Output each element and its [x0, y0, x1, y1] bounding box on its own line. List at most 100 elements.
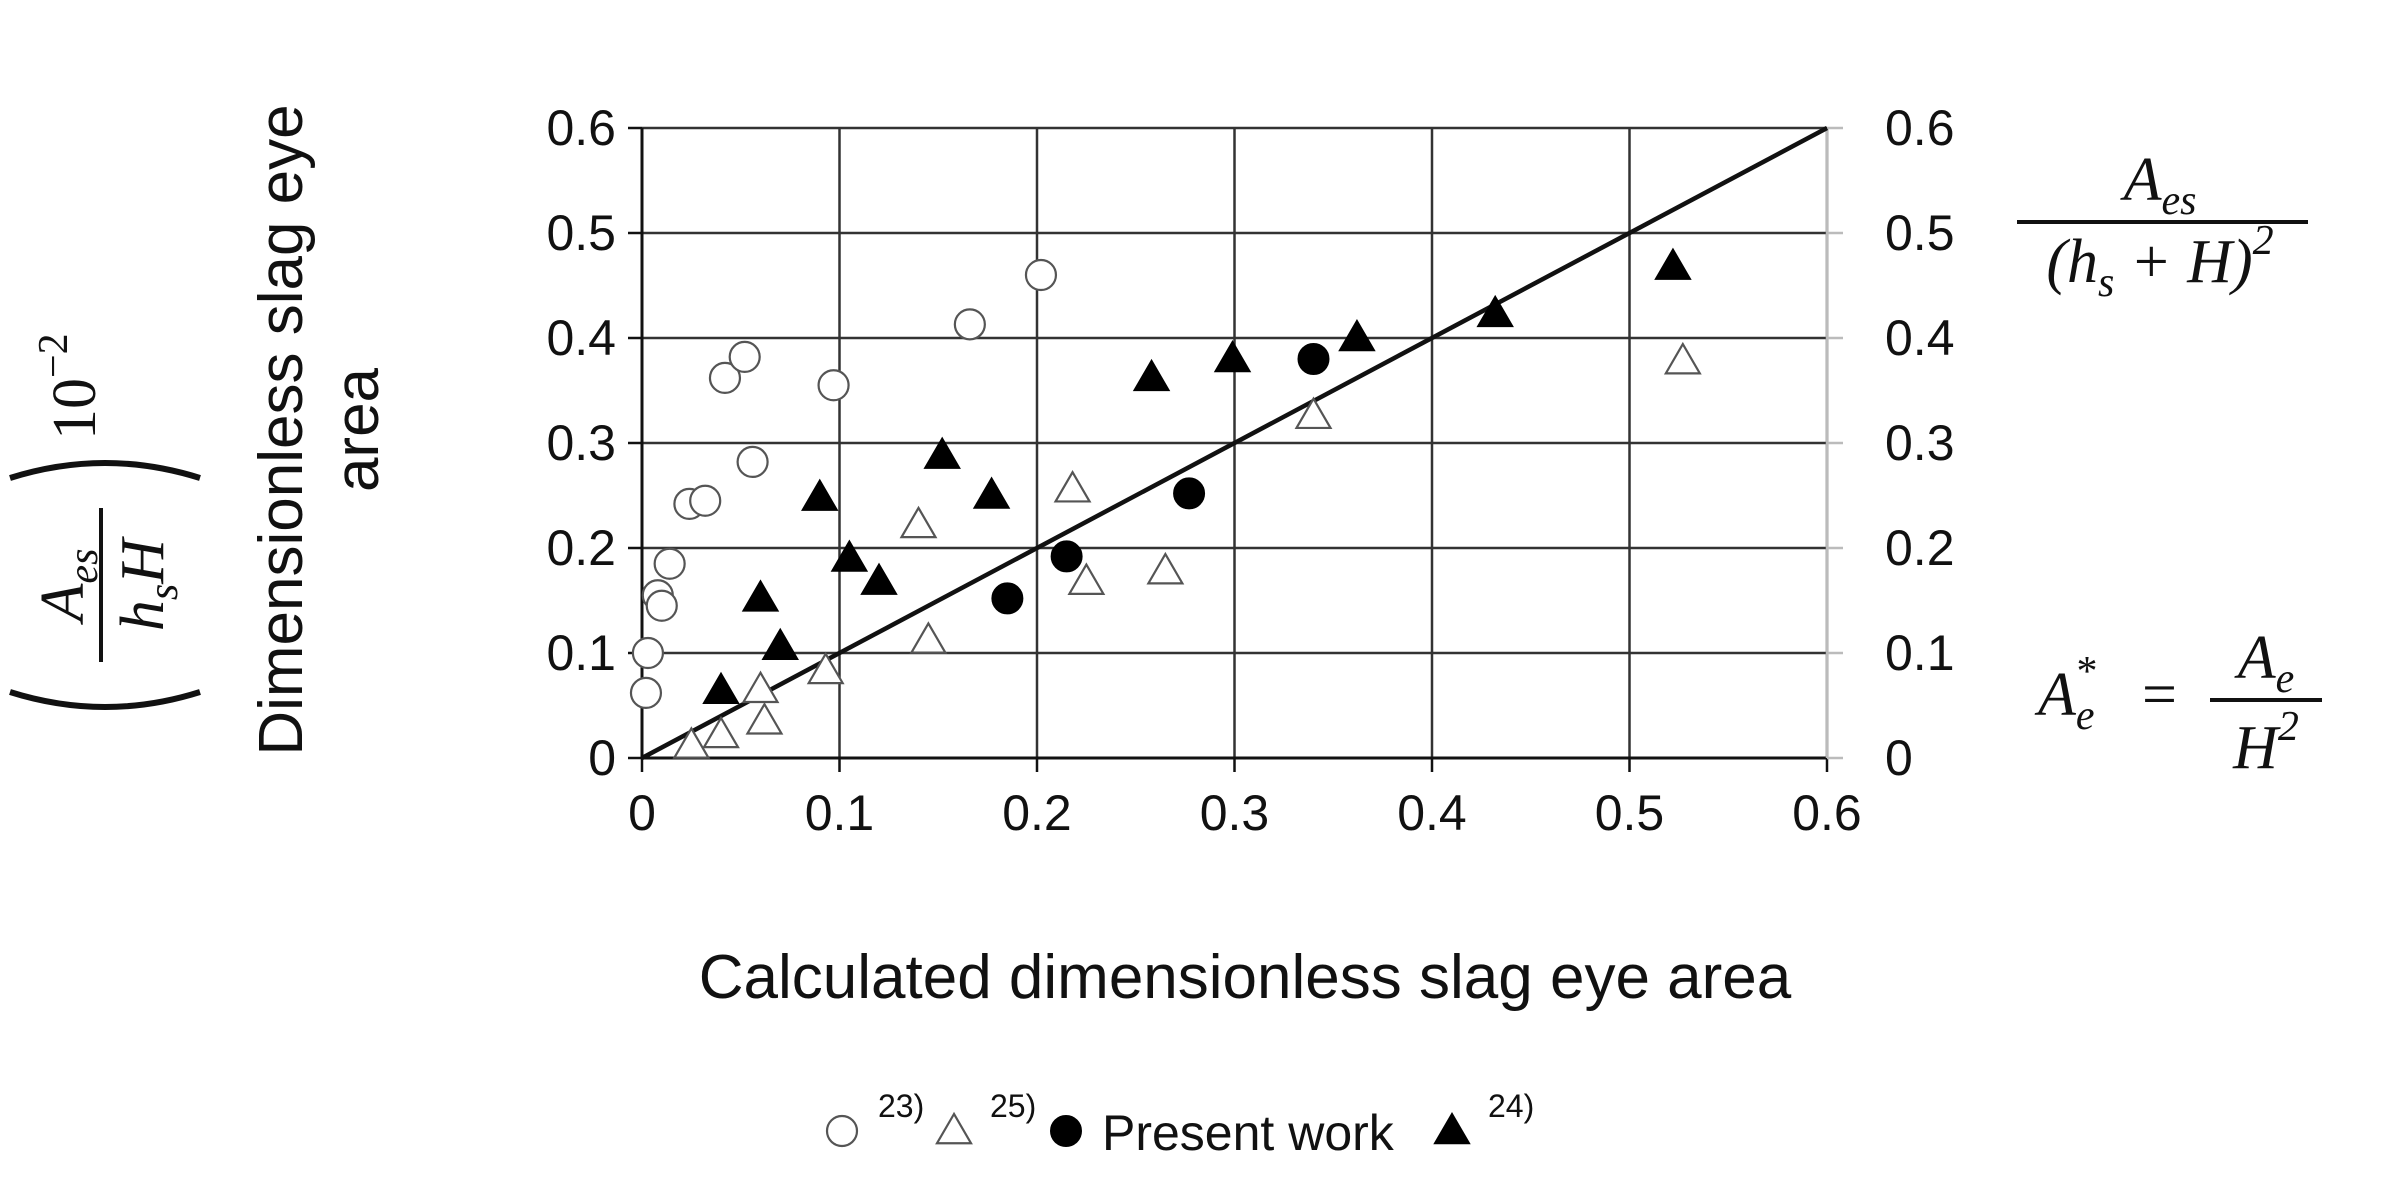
legend-label: 23) — [878, 1088, 924, 1124]
left-paren-open — [9, 689, 201, 710]
right-bottom-denominator-exp: 2 — [2278, 704, 2299, 750]
reference-line — [640, 126, 1829, 760]
data-point — [672, 726, 711, 759]
x-tick-label: 0.1 — [805, 785, 875, 841]
legend-label: 24) — [1488, 1088, 1534, 1124]
data-point — [899, 505, 938, 539]
legend-marker — [1433, 1112, 1471, 1145]
y-tick-label: 0.4 — [546, 310, 616, 366]
svg-text:Aes: Aes — [29, 549, 107, 626]
right-y-tick-label: 0.6 — [1885, 100, 1955, 156]
data-point — [801, 478, 839, 511]
x-tick-label: 0.3 — [1200, 785, 1270, 841]
x-axis-title: Calculated dimensionless slag eye area — [699, 943, 1792, 1012]
data-point — [817, 369, 850, 402]
right-top-denominator: (h — [2046, 228, 2098, 296]
legend-label: 25) — [990, 1088, 1036, 1124]
right-bottom-eq: = — [2142, 661, 2177, 729]
data-point — [806, 651, 845, 685]
left-formula-scale-exp: −2 — [31, 333, 77, 378]
left-formula-scale: 10 — [41, 378, 109, 440]
data-point — [741, 670, 780, 704]
data-point — [1663, 341, 1702, 375]
data-point — [991, 582, 1024, 615]
data-point — [1132, 358, 1171, 392]
right-y-axis-ticks: 0 0.1 0.2 0.3 0.4 0.5 0.6 — [1827, 100, 1955, 786]
svg-text:(hs + H)2: (hs + H)2 — [2046, 218, 2273, 306]
data-point — [1338, 319, 1376, 352]
right-top-numerator: A — [2120, 146, 2163, 214]
y-axis-title-line2: area — [323, 367, 392, 492]
data-point — [953, 308, 986, 341]
legend-marker — [825, 1114, 859, 1148]
data-point — [653, 547, 686, 580]
right-bottom-numerator-sub: e — [2276, 656, 2295, 702]
right-y-tick-label: 0.5 — [1885, 205, 1955, 261]
data-point — [736, 445, 769, 478]
x-tick-label: 0.6 — [1792, 785, 1862, 841]
legend-marker — [1050, 1115, 1082, 1147]
y-axis-title-line1: Dimensionless slag eye — [247, 104, 316, 755]
data-point — [689, 484, 722, 517]
data-point — [1476, 294, 1514, 328]
data-point — [909, 621, 948, 654]
left-formula-numerator: A — [29, 582, 97, 625]
svg-text:10−2: 10−2 — [31, 333, 109, 440]
data-point — [830, 539, 869, 572]
svg-text:Ae*: Ae* — [2034, 649, 2096, 739]
right-top-denominator-exp: 2 — [2253, 218, 2274, 264]
right-y-tick-label: 0.2 — [1885, 520, 1955, 576]
x-tick-label: 0.5 — [1595, 785, 1665, 841]
data-point — [702, 715, 740, 749]
right-top-denominator-tail: + H) — [2114, 228, 2252, 296]
right-top-numerator-sub: es — [2161, 178, 2196, 224]
data-point — [1024, 258, 1058, 292]
left-formula-denominator-tail: H — [109, 536, 177, 585]
svg-text:Aes: Aes — [2120, 146, 2197, 224]
right-bottom-numerator: A — [2234, 624, 2277, 692]
x-tick-label: 0.2 — [1002, 785, 1072, 841]
x-tick-label: 0.4 — [1397, 785, 1467, 841]
right-bottom-lhs-sup: * — [2075, 649, 2096, 695]
y-tick-label: 0.6 — [546, 100, 616, 156]
right-bottom-denominator: H — [2232, 714, 2281, 782]
right-bottom-lhs: A — [2034, 661, 2077, 729]
data-point — [1146, 551, 1185, 585]
data-point — [745, 702, 784, 735]
data-point — [645, 589, 678, 622]
data-point — [702, 671, 740, 705]
data-point — [860, 562, 898, 595]
svg-text:hsH: hsH — [109, 536, 187, 631]
data-point — [1654, 247, 1692, 280]
data-point — [761, 627, 799, 660]
data-point — [708, 361, 742, 394]
svg-text:H2: H2 — [2232, 704, 2299, 782]
data-point — [1297, 343, 1330, 375]
legend: 23) 25) Present work 24) — [825, 1088, 1534, 1161]
data-points — [629, 247, 1702, 759]
right-top-formula: Aes (hs + H)2 — [2017, 146, 2308, 306]
legend-marker — [935, 1111, 973, 1145]
right-bottom-lhs-sub: e — [2076, 693, 2095, 739]
right-y-tick-label: 0.1 — [1885, 625, 1955, 681]
data-point — [1050, 540, 1083, 573]
x-axis-ticks: 0 0.1 0.2 0.3 0.4 0.5 0.6 — [628, 758, 1862, 841]
data-point — [1294, 396, 1333, 430]
right-y-tick-label: 0 — [1885, 730, 1913, 786]
right-y-tick-label: 0.4 — [1885, 310, 1955, 366]
y-tick-label: 0.3 — [546, 415, 616, 471]
y-tick-label: 0.5 — [546, 205, 616, 261]
legend-label: Present work — [1102, 1105, 1395, 1161]
y-tick-label: 0.2 — [546, 520, 616, 576]
reference-line-group — [640, 126, 1829, 760]
data-point — [741, 579, 780, 612]
left-formula-denominator-sub: s — [141, 584, 187, 600]
x-tick-label: 0 — [628, 785, 656, 841]
data-point — [1067, 562, 1106, 595]
data-point — [728, 340, 761, 373]
right-y-tick-label: 0.3 — [1885, 415, 1955, 471]
y-tick-label: 0.1 — [546, 625, 616, 681]
right-bottom-formula: Ae* = Ae H2 — [2034, 624, 2322, 782]
data-point — [1053, 470, 1092, 503]
